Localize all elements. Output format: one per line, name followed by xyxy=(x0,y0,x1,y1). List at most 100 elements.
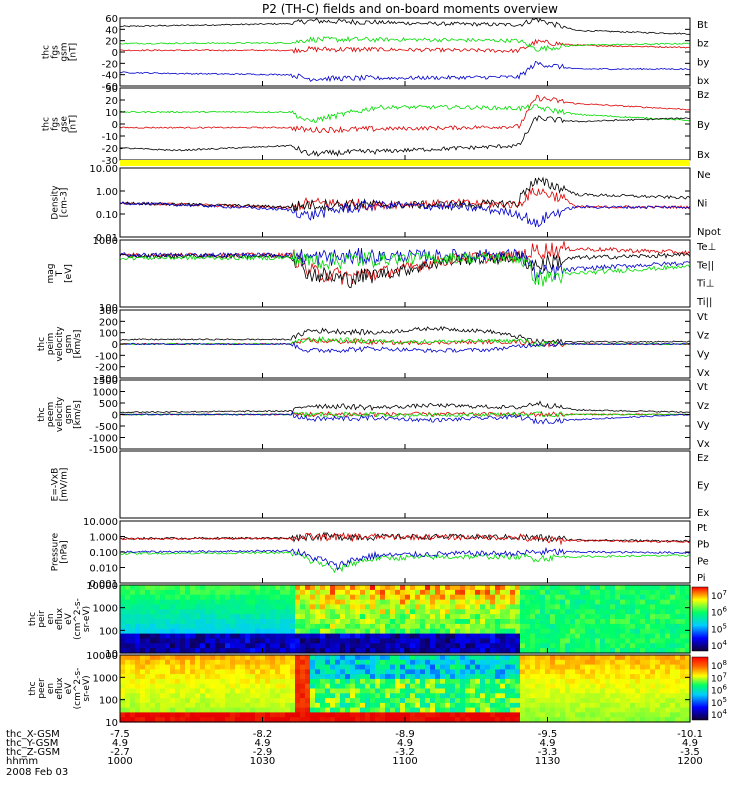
heatmap-cell xyxy=(540,678,546,685)
heatmap-cell xyxy=(295,628,301,635)
heatmap-cell xyxy=(150,594,156,601)
heatmap-cell xyxy=(300,638,306,644)
heatmap-cell xyxy=(305,698,311,704)
heatmap-cell xyxy=(575,683,581,690)
heatmap-cell xyxy=(445,717,451,723)
heatmap-cell xyxy=(565,712,571,718)
heatmap-cell xyxy=(630,648,636,654)
legend-pressure: Pb xyxy=(697,540,709,551)
heatmap-cell xyxy=(505,589,511,596)
heatmap-cell xyxy=(480,623,486,630)
ytick-label: -100 xyxy=(95,351,118,362)
heatmap-cell xyxy=(420,693,426,699)
heatmap-cell xyxy=(380,633,386,640)
heatmap-cell xyxy=(245,648,251,654)
heatmap-cell xyxy=(375,678,381,685)
heatmap-cell xyxy=(670,655,676,661)
heatmap-cell xyxy=(685,712,691,718)
heatmap-cell xyxy=(465,638,471,644)
heatmap-cell xyxy=(645,633,651,640)
heatmap-cell xyxy=(405,664,411,670)
heatmap-cell xyxy=(585,693,591,699)
heatmap-cell xyxy=(580,693,586,699)
heatmap-cell xyxy=(155,599,161,606)
heatmap-cell xyxy=(150,643,156,649)
heatmap-cell xyxy=(465,623,471,630)
legend-efield: Ex xyxy=(697,508,709,519)
heatmap-cell xyxy=(165,599,171,606)
heatmap-cell xyxy=(450,669,456,675)
heatmap-cell xyxy=(345,638,351,644)
heatmap-cell xyxy=(625,659,631,666)
heatmap-cell xyxy=(565,659,571,666)
series-density-Npot xyxy=(119,199,691,228)
heatmap-cell xyxy=(135,702,141,709)
heatmap-cell xyxy=(300,712,306,718)
heatmap-cell xyxy=(270,659,276,666)
series-vpeem-Vt xyxy=(119,400,691,414)
heatmap-cell xyxy=(490,589,496,596)
heatmap-cell xyxy=(160,594,166,601)
heatmap-cell xyxy=(530,643,536,649)
heatmap-cell xyxy=(295,609,301,615)
heatmap-cell xyxy=(155,678,161,685)
heatmap-cell xyxy=(400,648,406,654)
heatmap-cell xyxy=(585,707,591,713)
heatmap-cell xyxy=(175,648,181,654)
heatmap-cell xyxy=(215,655,221,661)
heatmap-cell xyxy=(445,655,451,661)
heatmap-cell xyxy=(435,702,441,709)
heatmap-cell xyxy=(195,674,201,680)
heatmap-cell xyxy=(555,702,561,709)
heatmap-cell xyxy=(540,664,546,670)
heatmap-cell xyxy=(665,623,671,630)
heatmap-cell xyxy=(125,683,131,690)
heatmap-cell xyxy=(585,614,591,620)
heatmap-cell xyxy=(255,698,261,704)
heatmap-cell xyxy=(360,585,366,591)
heatmap-cell xyxy=(215,585,221,591)
heatmap-cell xyxy=(165,717,171,723)
heatmap-cell xyxy=(375,589,381,596)
heatmap-cell xyxy=(230,589,236,596)
heatmap-cell xyxy=(410,589,416,596)
heatmap-cell xyxy=(640,707,646,713)
heatmap-cell xyxy=(540,698,546,704)
heatmap-cell xyxy=(555,659,561,666)
heatmap-cell xyxy=(580,585,586,591)
heatmap-cell xyxy=(140,599,146,606)
heatmap-cell xyxy=(570,628,576,635)
heatmap-cell xyxy=(440,707,446,713)
heatmap-cell xyxy=(215,659,221,666)
heatmap-cell xyxy=(140,604,146,610)
heatmap-cell xyxy=(280,664,286,670)
heatmap-cell xyxy=(250,633,256,640)
heatmap-cell xyxy=(635,693,641,699)
heatmap-cell xyxy=(490,619,496,625)
heatmap-cell xyxy=(230,643,236,649)
heatmap-cell xyxy=(375,698,381,704)
heatmap-cell xyxy=(575,633,581,640)
heatmap-cell xyxy=(610,638,616,644)
ylabel-peer: eV xyxy=(64,682,74,695)
heatmap-cell xyxy=(465,698,471,704)
heatmap-cell xyxy=(165,712,171,718)
heatmap-cell xyxy=(445,585,451,591)
heatmap-cell xyxy=(445,599,451,606)
heatmap-cell xyxy=(660,643,666,649)
heatmap-cell xyxy=(370,643,376,649)
heatmap-cell xyxy=(250,693,256,699)
heatmap-cell xyxy=(250,717,256,723)
heatmap-cell xyxy=(320,609,326,615)
heatmap-cell xyxy=(365,664,371,670)
heatmap-cell xyxy=(610,648,616,654)
ylabel-pressure: [nPa] xyxy=(60,540,70,563)
heatmap-cell xyxy=(600,638,606,644)
heatmap-cell xyxy=(370,707,376,713)
heatmap-cell xyxy=(345,698,351,704)
heatmap-cell xyxy=(685,655,691,661)
heatmap-cell xyxy=(200,678,206,685)
heatmap-cell xyxy=(340,623,346,630)
heatmap-cell xyxy=(640,619,646,625)
heatmap-cell xyxy=(505,707,511,713)
